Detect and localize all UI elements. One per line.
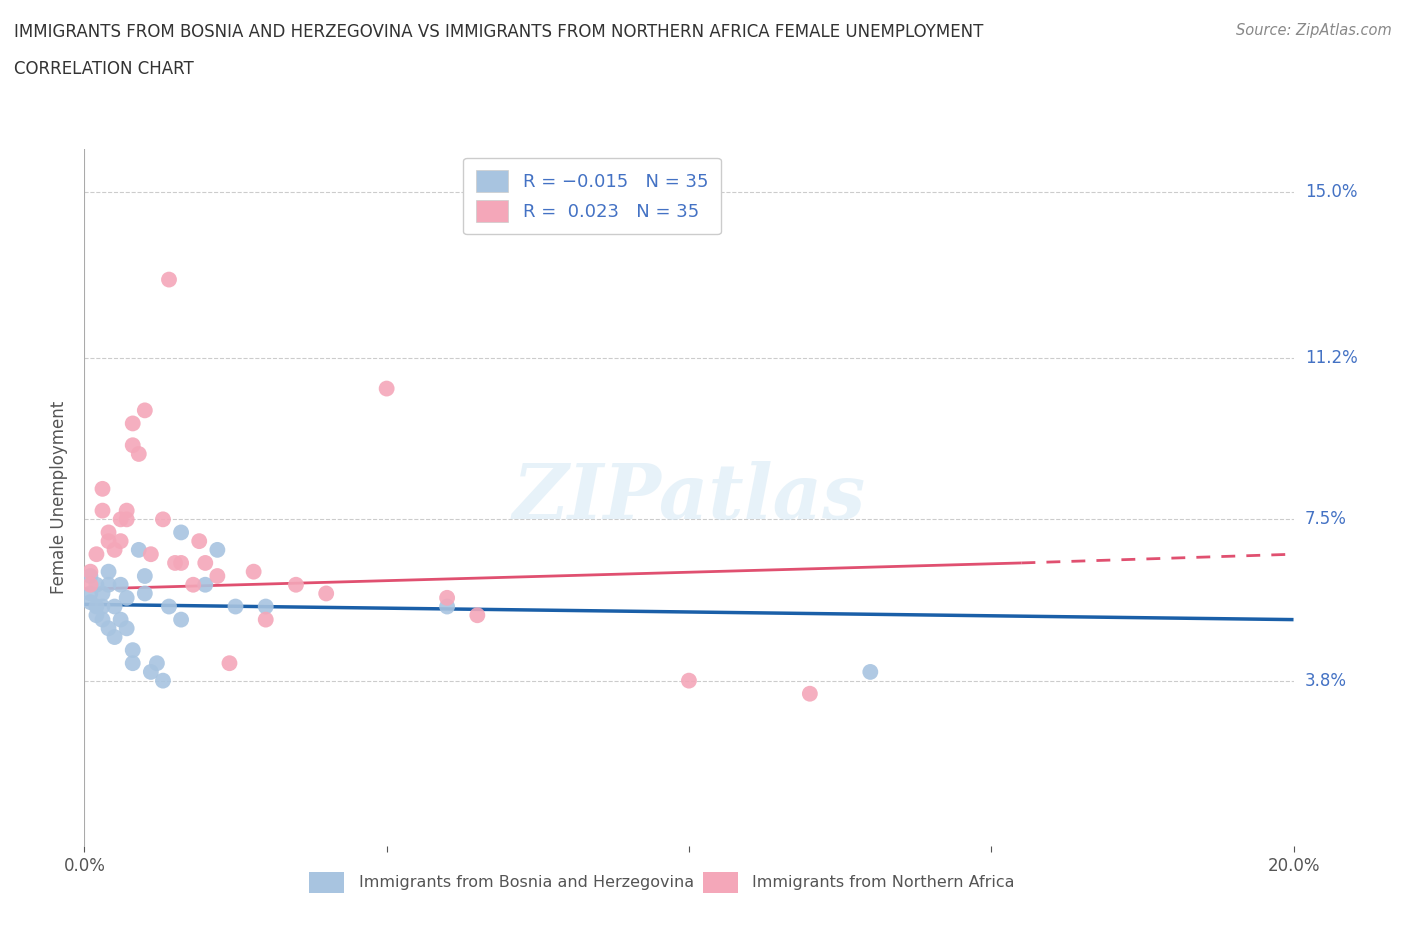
Point	[97, 525, 120, 540]
Point	[146, 656, 169, 671]
Point	[134, 568, 156, 583]
Point	[170, 555, 193, 570]
Point	[110, 612, 132, 627]
Y-axis label: Female Unemployment: Female Unemployment	[51, 401, 69, 594]
Point	[467, 608, 489, 623]
Point	[152, 512, 174, 526]
Point	[79, 595, 101, 610]
Point	[799, 686, 821, 701]
Point	[115, 621, 138, 636]
Text: Source: ZipAtlas.com: Source: ZipAtlas.com	[1236, 23, 1392, 38]
Point	[91, 503, 114, 518]
Point	[254, 612, 277, 627]
Point	[134, 586, 156, 601]
Point	[139, 665, 162, 680]
Point	[163, 555, 186, 570]
Point	[79, 568, 101, 583]
Point	[79, 586, 101, 601]
Point	[121, 656, 143, 671]
Point	[242, 565, 264, 579]
Point	[207, 542, 229, 557]
Point	[225, 599, 247, 614]
Point	[91, 612, 114, 627]
Point	[86, 547, 108, 562]
Point	[194, 578, 217, 592]
Point	[254, 599, 277, 614]
Point	[170, 612, 193, 627]
Point	[152, 673, 174, 688]
Point	[86, 608, 108, 623]
Point	[436, 599, 458, 614]
Point	[110, 578, 132, 592]
Point	[79, 565, 101, 579]
Point	[315, 586, 337, 601]
Point	[115, 503, 138, 518]
Point	[121, 416, 143, 431]
Point	[678, 673, 700, 688]
Text: IMMIGRANTS FROM BOSNIA AND HERZEGOVINA VS IMMIGRANTS FROM NORTHERN AFRICA FEMALE: IMMIGRANTS FROM BOSNIA AND HERZEGOVINA V…	[14, 23, 983, 41]
Point	[284, 578, 308, 592]
Point	[134, 403, 156, 418]
Point	[79, 578, 101, 592]
Point	[97, 621, 120, 636]
Point	[97, 534, 120, 549]
Point	[97, 565, 120, 579]
Point	[91, 599, 114, 614]
Point	[86, 578, 108, 592]
Point	[436, 591, 458, 605]
Point	[128, 446, 150, 461]
Point	[157, 272, 180, 287]
Point	[110, 512, 132, 526]
Point	[86, 599, 108, 614]
Point	[121, 438, 143, 453]
Point	[181, 578, 204, 592]
Point	[121, 643, 143, 658]
Point	[128, 542, 150, 557]
Point	[97, 578, 120, 592]
Point	[207, 568, 229, 583]
Text: ZIPatlas: ZIPatlas	[512, 460, 866, 535]
Text: Immigrants from Northern Africa: Immigrants from Northern Africa	[752, 875, 1015, 890]
Point	[170, 525, 193, 540]
Point	[188, 534, 211, 549]
Text: 3.8%: 3.8%	[1305, 671, 1347, 690]
Point	[859, 665, 882, 680]
Text: 7.5%: 7.5%	[1305, 511, 1347, 528]
Point	[115, 512, 138, 526]
Point	[218, 656, 240, 671]
Point	[115, 591, 138, 605]
Point	[157, 599, 180, 614]
Text: 11.2%: 11.2%	[1305, 349, 1357, 367]
Point	[194, 555, 217, 570]
Text: 15.0%: 15.0%	[1305, 183, 1357, 202]
Point	[110, 534, 132, 549]
Point	[91, 586, 114, 601]
Point	[104, 599, 127, 614]
Point	[104, 630, 127, 644]
Text: Immigrants from Bosnia and Herzegovina: Immigrants from Bosnia and Herzegovina	[359, 875, 693, 890]
Point	[91, 482, 114, 497]
Point	[139, 547, 162, 562]
Legend: R = −0.015   N = 35, R =  0.023   N = 35: R = −0.015 N = 35, R = 0.023 N = 35	[464, 158, 721, 234]
Point	[375, 381, 398, 396]
Text: CORRELATION CHART: CORRELATION CHART	[14, 60, 194, 78]
Point	[104, 542, 127, 557]
